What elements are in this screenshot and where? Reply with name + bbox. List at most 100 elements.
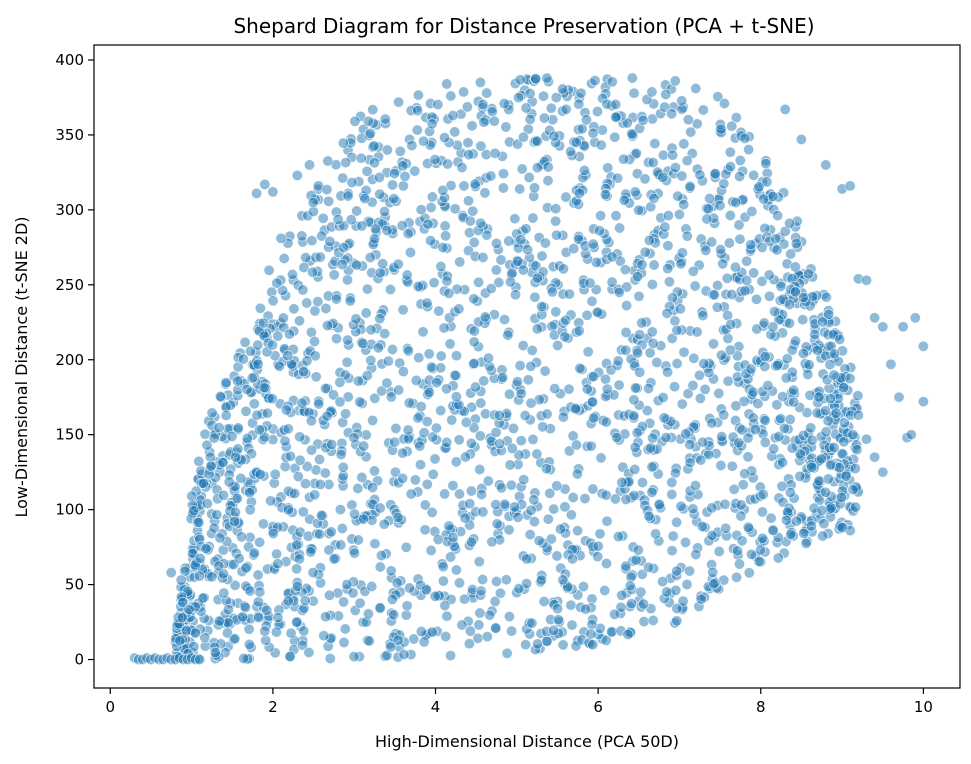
data-point xyxy=(305,444,318,456)
data-point xyxy=(595,139,607,151)
data-point xyxy=(647,614,659,626)
data-point xyxy=(777,391,789,403)
data-point xyxy=(490,575,503,588)
data-point xyxy=(586,618,598,631)
data-point xyxy=(516,163,528,175)
data-point xyxy=(531,323,543,335)
data-point xyxy=(435,260,447,273)
data-point xyxy=(628,87,640,99)
data-point xyxy=(258,382,270,394)
data-point xyxy=(815,453,827,465)
data-point xyxy=(586,396,599,408)
data-point xyxy=(453,577,466,589)
data-point xyxy=(345,214,357,226)
y-axis-label: Low-Dimensional Distance (t-SNE 2D) xyxy=(12,216,31,517)
data-point xyxy=(214,532,226,544)
data-point xyxy=(218,587,230,599)
data-point xyxy=(797,314,809,326)
data-point xyxy=(428,277,440,289)
data-point xyxy=(773,430,785,443)
data-point xyxy=(271,548,283,560)
data-point xyxy=(412,280,424,292)
data-point xyxy=(520,223,532,235)
data-point xyxy=(568,243,580,255)
data-point xyxy=(557,411,569,423)
data-point xyxy=(362,608,374,620)
data-point xyxy=(513,583,525,595)
data-point xyxy=(669,315,681,327)
data-point xyxy=(279,435,291,447)
data-point xyxy=(759,436,771,448)
data-point xyxy=(505,479,517,491)
data-point xyxy=(784,413,796,426)
data-point xyxy=(588,412,600,424)
data-point xyxy=(400,609,412,621)
data-point xyxy=(468,236,480,248)
data-point xyxy=(413,352,425,364)
data-point xyxy=(669,162,682,174)
data-point xyxy=(557,639,569,651)
data-point xyxy=(806,461,818,473)
data-point xyxy=(676,170,688,182)
data-point xyxy=(613,379,625,391)
data-point xyxy=(794,470,806,482)
data-point xyxy=(481,87,493,99)
data-point xyxy=(676,95,688,107)
data-point xyxy=(254,536,266,548)
data-point xyxy=(620,493,632,505)
data-point xyxy=(374,502,386,514)
data-point xyxy=(415,204,427,216)
y-tick-label: 350 xyxy=(55,126,84,144)
data-point xyxy=(479,311,491,323)
data-point xyxy=(298,366,310,378)
data-point xyxy=(252,339,264,351)
data-point xyxy=(708,578,720,590)
data-point xyxy=(296,397,308,409)
data-point xyxy=(526,617,538,629)
data-point xyxy=(259,178,271,190)
data-point xyxy=(776,456,789,469)
data-point xyxy=(435,350,447,362)
data-point xyxy=(493,276,505,289)
data-point xyxy=(495,482,508,494)
data-point xyxy=(736,535,748,547)
data-point xyxy=(609,493,621,505)
data-point xyxy=(788,384,800,396)
data-point xyxy=(532,638,544,650)
data-point xyxy=(402,424,414,436)
data-point xyxy=(418,636,430,648)
data-point xyxy=(643,234,655,246)
data-point xyxy=(200,542,212,555)
data-point xyxy=(468,422,480,434)
data-point xyxy=(385,391,397,403)
data-point xyxy=(478,375,490,387)
data-point xyxy=(733,558,746,570)
data-point xyxy=(357,337,369,350)
data-point xyxy=(759,360,771,373)
data-point xyxy=(313,398,325,410)
data-point xyxy=(691,326,703,338)
data-point xyxy=(715,459,727,472)
data-point xyxy=(709,168,721,180)
data-point xyxy=(745,363,757,375)
data-point xyxy=(406,140,418,152)
data-point xyxy=(318,630,330,642)
data-point xyxy=(334,504,346,516)
data-point xyxy=(226,430,238,442)
data-point xyxy=(663,276,675,288)
data-point xyxy=(469,381,482,393)
data-point xyxy=(348,651,360,663)
data-point xyxy=(600,557,613,570)
data-point xyxy=(560,103,572,115)
data-point xyxy=(758,193,770,205)
data-point xyxy=(244,504,256,516)
data-point xyxy=(701,213,713,225)
data-point xyxy=(440,630,452,643)
data-point xyxy=(749,423,761,436)
data-point xyxy=(397,366,409,378)
data-point xyxy=(771,244,783,256)
data-point xyxy=(322,155,334,167)
data-point xyxy=(444,338,456,350)
data-point xyxy=(707,566,719,578)
data-point xyxy=(229,506,241,518)
